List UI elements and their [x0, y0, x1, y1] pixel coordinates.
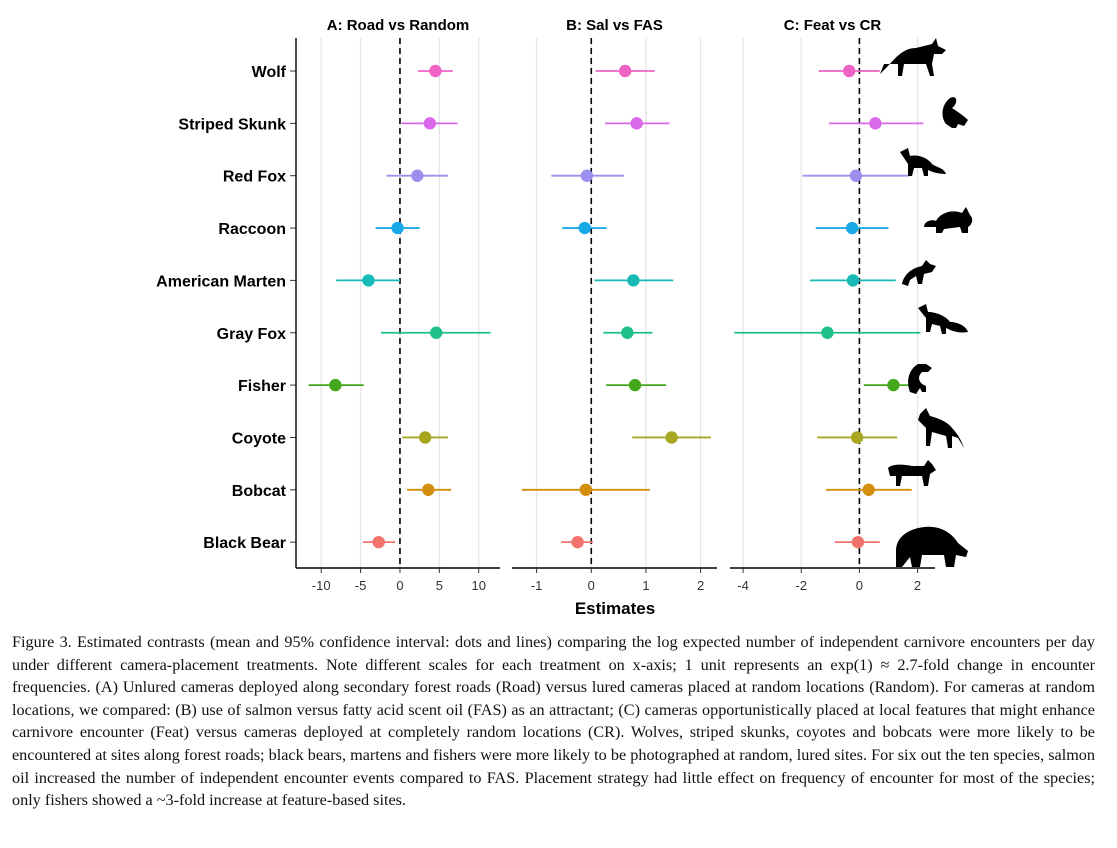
species-label-coyote: Coyote: [232, 430, 286, 447]
x-tick-label: 2: [697, 578, 704, 593]
figure-caption: Figure 3. Estimated contrasts (mean and …: [12, 633, 1095, 810]
panel-title: A: Road vs Random: [327, 17, 470, 34]
x-tick-label: 0: [396, 578, 403, 593]
forest-plot-svg: Wolf Striped Skunk Red Fox Raccoon American …: [156, 17, 973, 618]
species-label-american-marten: American Marten: [156, 273, 286, 290]
wolf-icon: [880, 38, 946, 76]
point-american-marten: [846, 274, 860, 287]
species-label-bobcat: Bobcat: [232, 483, 287, 500]
point-wolf: [843, 64, 856, 78]
species-label-gray-fox: Gray Fox: [217, 326, 286, 343]
panel-title: B: Sal vs FAS: [566, 17, 663, 34]
point-gray-fox: [430, 326, 443, 339]
x-tick-label: -1: [531, 578, 543, 593]
marten-icon: [902, 260, 936, 286]
species-label-raccoon: Raccoon: [218, 221, 286, 238]
point-striped-skunk: [423, 117, 437, 130]
panel-title: C: Feat vs CR: [784, 17, 882, 34]
x-tick-label: -5: [355, 578, 367, 593]
species-label-fisher: Fisher: [238, 378, 286, 395]
point-raccoon: [391, 221, 404, 235]
fisher-icon: [908, 364, 932, 394]
x-tick-label: 0: [856, 578, 863, 593]
species-label-striped-skunk: Striped Skunk: [178, 116, 286, 133]
raccoon-icon: [924, 207, 973, 233]
point-gray-fox: [621, 326, 634, 339]
point-striped-skunk: [630, 117, 643, 130]
point-black-bear: [372, 535, 385, 549]
point-gray-fox: [821, 326, 834, 339]
panel-2: B: Sal vs FAS -1 0 1 2: [512, 17, 717, 593]
panel-3: C: Feat vs CR -4 -2 0 2: [730, 17, 935, 593]
x-tick-label: 2: [914, 578, 921, 593]
coyote-icon: [918, 408, 964, 448]
point-raccoon: [845, 221, 859, 235]
point-striped-skunk: [869, 117, 882, 130]
point-fisher: [329, 378, 342, 392]
panel-1: A: Road vs Random -10 -5 0 5 10: [296, 17, 500, 593]
point-bobcat: [579, 483, 592, 496]
point-red-fox: [580, 169, 594, 182]
point-coyote: [665, 431, 678, 444]
point-bobcat: [422, 483, 435, 496]
point-coyote: [850, 431, 864, 444]
point-raccoon: [578, 221, 591, 235]
forest-plot-figure: Wolf Striped Skunk Red Fox Raccoon American …: [156, 17, 973, 618]
species-label-black-bear: Black Bear: [203, 535, 286, 552]
x-tick-label: -4: [737, 578, 749, 593]
point-black-bear: [851, 535, 865, 549]
point-red-fox: [411, 169, 424, 182]
bobcat-icon: [888, 460, 936, 486]
point-bobcat: [862, 483, 875, 496]
species-label-red-fox: Red Fox: [223, 169, 286, 186]
x-tick-label: 1: [642, 578, 649, 593]
point-american-marten: [627, 274, 640, 287]
species-label-wolf: Wolf: [252, 64, 287, 81]
point-fisher: [887, 378, 900, 392]
x-axis-title: Estimates: [575, 599, 655, 618]
point-red-fox: [849, 169, 863, 182]
gray-fox-icon: [918, 304, 968, 334]
x-tick-label: 10: [471, 578, 485, 593]
point-fisher: [628, 378, 642, 392]
x-tick-label: 5: [436, 578, 443, 593]
point-wolf: [429, 64, 442, 78]
bear-icon: [896, 526, 968, 567]
x-tick-label: 0: [588, 578, 595, 593]
point-black-bear: [571, 535, 584, 549]
x-tick-label: -10: [312, 578, 331, 593]
x-tick-label: -2: [795, 578, 807, 593]
skunk-icon: [942, 97, 968, 128]
point-wolf: [618, 64, 632, 78]
red-fox-icon: [900, 148, 946, 176]
point-american-marten: [362, 274, 375, 287]
point-coyote: [418, 431, 432, 444]
